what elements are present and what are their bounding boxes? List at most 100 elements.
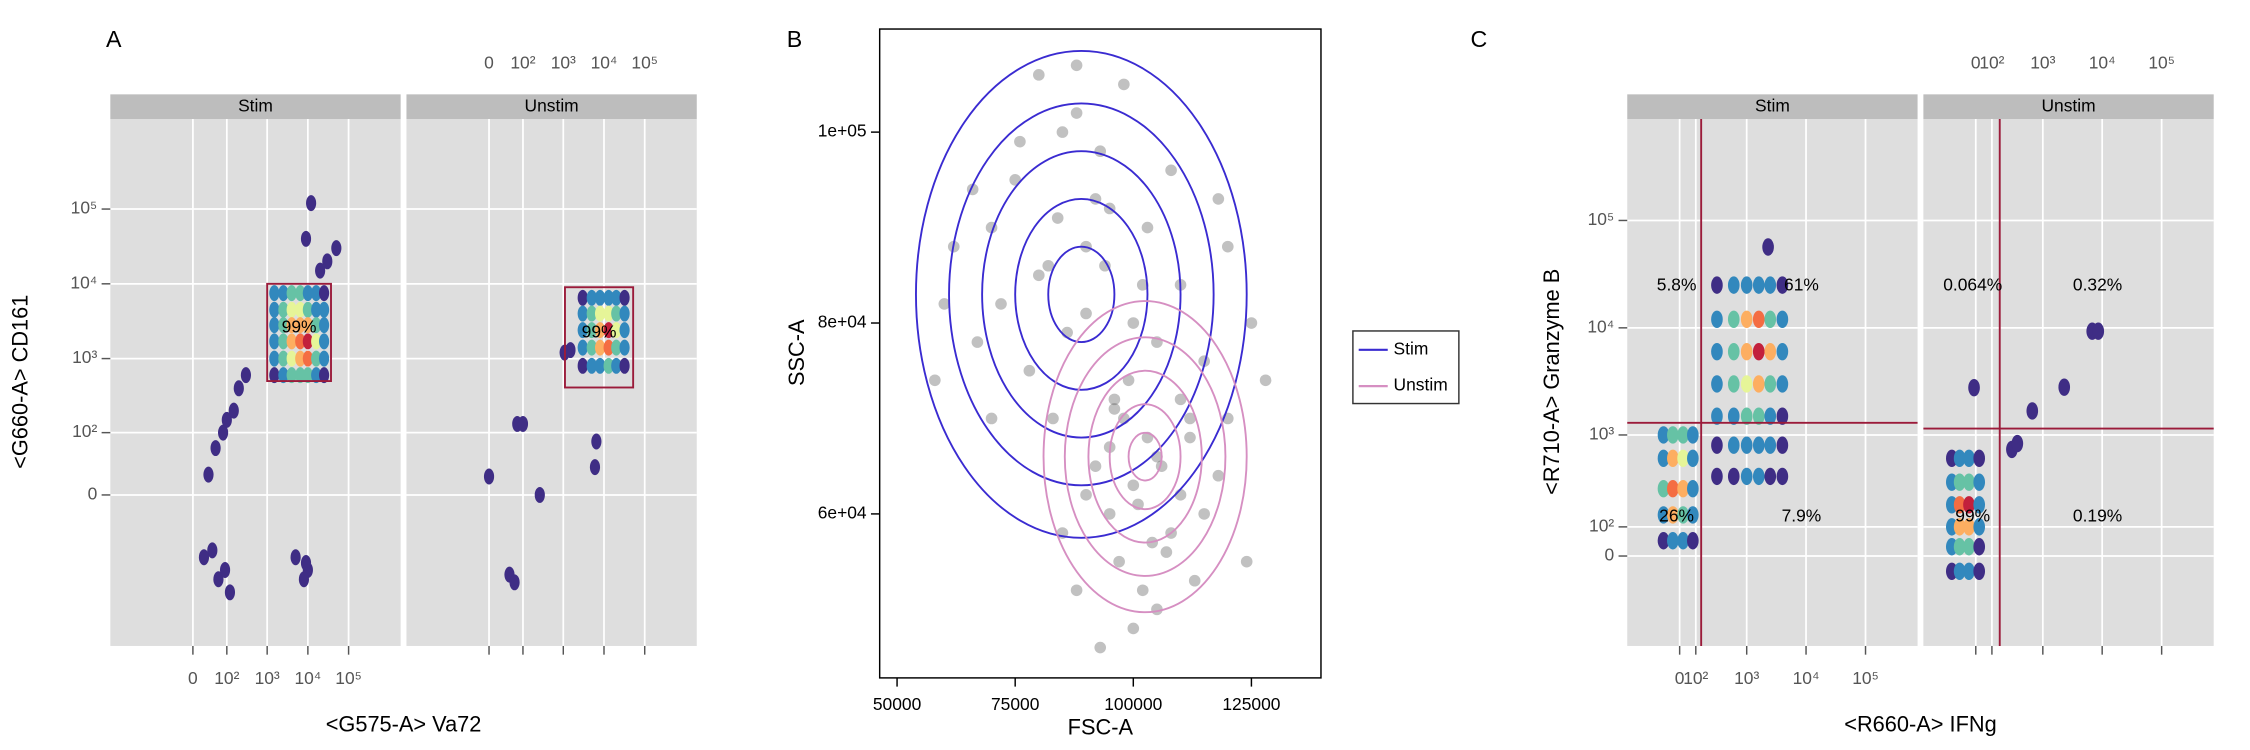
hex-cell: [1740, 436, 1753, 454]
point: [1070, 584, 1083, 597]
point: [1240, 555, 1253, 568]
hex-cell: [619, 322, 630, 339]
hex-cell: [594, 339, 606, 356]
hex-cell: [1752, 276, 1765, 294]
hex-cell: [311, 285, 322, 302]
hex-cell: [619, 305, 630, 322]
contour: [915, 50, 1248, 539]
hex-cell: [1677, 426, 1689, 444]
hex-cell: [577, 305, 588, 322]
hex-cell: [311, 350, 322, 367]
hex-cell: [295, 350, 306, 367]
hex-cell: [594, 289, 606, 306]
x-tick-label: 10³: [551, 52, 576, 72]
hex-cell: [269, 350, 280, 367]
x-tick-label: 10⁵: [631, 52, 658, 72]
hex-cell: [1727, 467, 1740, 486]
hex-cell: [286, 350, 297, 367]
hex-cell: [1953, 562, 1966, 581]
facet-strip: [406, 94, 697, 120]
x-tick-label: 10³: [255, 668, 280, 688]
panel-label: B: [787, 26, 803, 52]
hex-cell: [586, 289, 597, 306]
hex-cell: [1776, 310, 1789, 329]
hex-cell: [589, 459, 601, 476]
strip-label: Unstim: [2041, 95, 2095, 115]
hex-cell: [1973, 518, 1986, 536]
point: [995, 298, 1007, 310]
x-tick-label: 125000: [1222, 694, 1280, 714]
point: [929, 374, 941, 387]
hex-cell: [586, 339, 597, 356]
contour: [1127, 431, 1163, 482]
hex-cell: [318, 301, 330, 318]
quadrant-label: 26%: [1659, 505, 1694, 525]
hex-cell: [290, 549, 301, 566]
hex-cell: [1752, 467, 1765, 486]
y-axis-title: SSC-A: [784, 319, 809, 386]
hex-cell: [1687, 426, 1699, 444]
hex-cell: [278, 285, 289, 302]
hex-cell: [302, 367, 313, 384]
point: [1136, 584, 1149, 597]
point: [1259, 374, 1272, 387]
hex-cell: [295, 285, 306, 302]
hex-cell: [1711, 436, 1723, 454]
panel-label: A: [106, 26, 122, 52]
hex-cell: [311, 367, 322, 384]
facet-background: [110, 119, 401, 646]
point: [1245, 317, 1258, 329]
x-tick-label: 10⁴: [591, 52, 618, 72]
gate: [564, 286, 635, 389]
hex-cell: [295, 333, 306, 350]
x-tick-label: 10⁵: [2148, 52, 2175, 72]
hex-cell: [221, 411, 232, 428]
hex-cell: [218, 424, 229, 441]
strip-label: Unstim: [525, 95, 579, 115]
y-tick-label: 10²: [72, 421, 97, 441]
point: [1070, 59, 1083, 72]
point: [1113, 555, 1125, 568]
hex-cell: [1740, 467, 1753, 486]
hex-cell: [269, 367, 280, 384]
hex-cell: [594, 322, 606, 339]
hex-cell: [302, 317, 313, 334]
point: [1184, 431, 1196, 444]
hex-cell: [1740, 342, 1753, 361]
point: [1103, 508, 1116, 520]
x-axis-title: FSC-A: [1068, 714, 1134, 739]
point: [1051, 212, 1064, 224]
hex-cell: [1667, 532, 1679, 550]
hex-cell: [1657, 532, 1670, 550]
point: [1118, 78, 1130, 91]
hex-cell: [1973, 562, 1986, 581]
hex-cell: [2092, 322, 2105, 340]
hex-cell: [203, 466, 214, 483]
hex-cell: [318, 285, 330, 302]
hex-cell: [1953, 496, 1966, 514]
y-tick-label: 10³: [1589, 424, 1614, 444]
point: [1136, 279, 1149, 291]
hex-cell: [1776, 436, 1789, 454]
y-tick-label: 1e+05: [818, 121, 867, 141]
hex-cell: [611, 305, 622, 322]
point: [1212, 193, 1225, 205]
y-tick-label: 10⁵: [1588, 209, 1615, 229]
point: [1033, 69, 1045, 81]
hex-cell: [603, 339, 614, 356]
quadrant-label: 7.9%: [1782, 505, 1822, 525]
hex-cell: [318, 333, 330, 350]
facet-strip: [1923, 94, 2214, 120]
hex-cell: [1727, 310, 1740, 329]
contour: [981, 150, 1182, 439]
hex-cell: [210, 440, 221, 457]
hex-cell: [207, 542, 218, 559]
hex-cell: [286, 301, 297, 318]
hex-cell: [295, 367, 306, 384]
hex-cell: [1667, 479, 1679, 498]
hex-cell: [1667, 506, 1679, 524]
hex-cell: [577, 289, 588, 306]
hex-cell: [278, 301, 289, 318]
hex-cell: [577, 322, 588, 339]
hex-cell: [269, 301, 280, 318]
